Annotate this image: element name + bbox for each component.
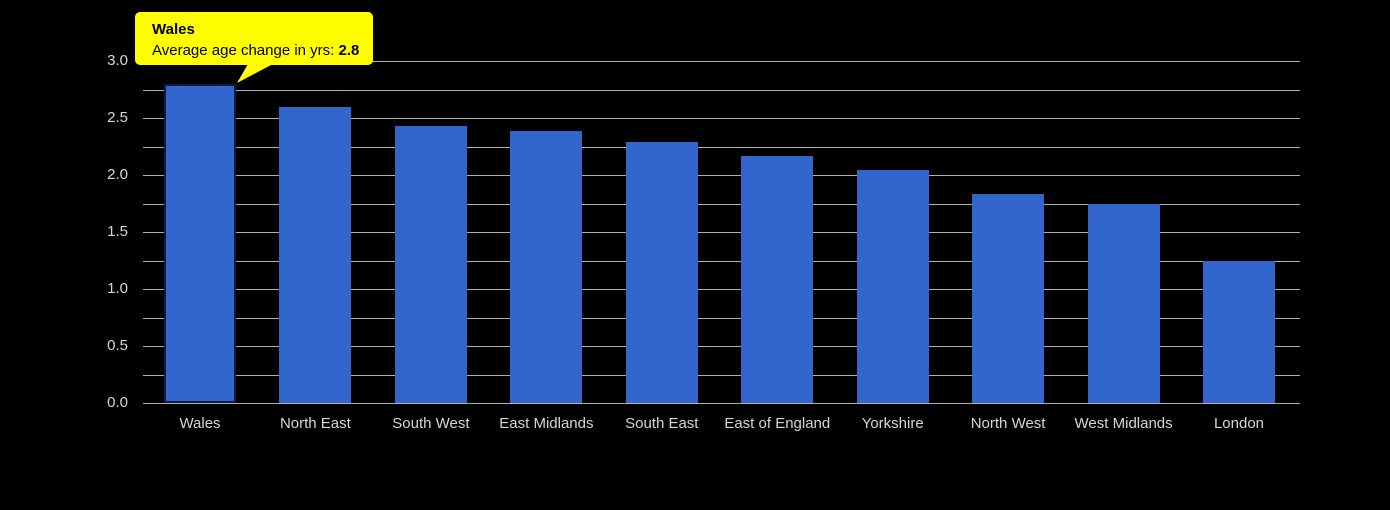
y-axis-tick: [143, 175, 160, 176]
tooltip-value: 2.8: [338, 42, 360, 59]
gridline: [160, 346, 1300, 347]
bar-north-west[interactable]: [972, 194, 1045, 403]
y-axis-tick: [143, 232, 160, 233]
y-axis-label: 1.0: [107, 280, 128, 297]
x-axis-label: London: [1213, 415, 1265, 432]
y-axis-tick: [143, 89, 160, 91]
y-axis-tick: [143, 118, 160, 119]
tooltip-title: Wales: [152, 21, 195, 38]
y-axis-label: 2.0: [107, 166, 128, 183]
gridline: [160, 118, 1300, 119]
x-axis-label: South West: [392, 415, 470, 432]
y-axis-tick: [143, 346, 160, 347]
y-axis-tick: [143, 374, 160, 376]
bar-east-midlands[interactable]: [510, 130, 583, 403]
gridline: [160, 61, 1300, 62]
y-axis-label: 0.0: [107, 394, 128, 411]
gridline: [160, 317, 1300, 319]
bar-east-of-england[interactable]: [741, 155, 814, 403]
x-axis-label: East of England: [724, 415, 831, 432]
tooltip-label: Average age change in yrs:: [152, 42, 339, 59]
x-axis-label: North West: [970, 415, 1046, 432]
x-axis-label: South East: [625, 415, 699, 432]
y-axis-tick: [143, 403, 160, 404]
tooltip-text: Average age change in yrs: 2.8: [152, 40, 373, 61]
gridline: [160, 289, 1300, 290]
bar-south-east[interactable]: [625, 141, 698, 403]
x-axis-label: Wales: [179, 415, 221, 432]
gridline: [160, 260, 1300, 262]
bar-north-east[interactable]: [279, 106, 352, 403]
gridline: [160, 175, 1300, 176]
bar-wales[interactable]: [164, 83, 236, 403]
y-axis-tick: [143, 289, 160, 290]
y-axis-label: 1.5: [107, 223, 128, 240]
y-axis-label: 3.0: [107, 52, 128, 69]
y-axis-tick: [143, 317, 160, 319]
y-axis-label: 2.5: [107, 109, 128, 126]
gridline: [160, 146, 1300, 148]
x-axis-label: Yorkshire: [861, 415, 924, 432]
tooltip: Wales Average age change in yrs: 2.8: [135, 12, 373, 65]
bar-yorkshire[interactable]: [856, 170, 929, 403]
x-axis-label: North East: [279, 415, 351, 432]
bar-west-midlands[interactable]: [1087, 203, 1160, 403]
y-axis-label: 0.5: [107, 337, 128, 354]
gridline: [160, 232, 1300, 233]
x-axis-label: East Midlands: [499, 415, 594, 432]
gridline: [160, 374, 1300, 376]
bar-london[interactable]: [1203, 260, 1275, 403]
tooltip-pointer-icon: [237, 64, 273, 83]
gridline: [160, 89, 1300, 91]
y-axis-tick: [143, 146, 160, 148]
y-axis-tick: [143, 260, 160, 262]
bar-south-west[interactable]: [394, 126, 467, 403]
gridline: [160, 403, 1300, 404]
y-axis-tick: [143, 203, 160, 205]
gridline: [160, 203, 1300, 205]
x-axis-label: West Midlands: [1074, 415, 1173, 432]
